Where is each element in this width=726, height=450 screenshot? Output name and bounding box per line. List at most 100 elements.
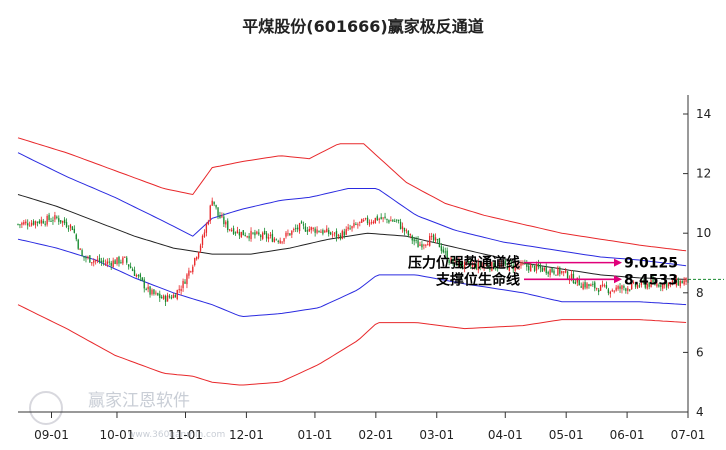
candle-body	[446, 250, 448, 261]
candle-body	[289, 233, 291, 236]
candle-body	[118, 256, 120, 264]
candle-body	[300, 221, 303, 224]
y-tick-label: 4	[696, 405, 704, 419]
annotation-arrow-head	[614, 258, 622, 267]
candle-body	[473, 264, 476, 267]
candle-body	[184, 281, 186, 284]
candle-body	[528, 265, 530, 271]
candle-body	[260, 235, 262, 238]
candle-body	[341, 230, 343, 239]
candle-body	[638, 285, 641, 287]
candle-body	[683, 280, 685, 285]
candle-body	[61, 220, 64, 223]
candle-body	[277, 240, 279, 242]
x-tick-label: 01-01	[297, 428, 332, 442]
candle-body	[89, 255, 91, 263]
candle-body	[96, 259, 99, 261]
y-tick-label: 8	[696, 286, 704, 300]
candle-body	[271, 233, 274, 242]
y-tick-label: 6	[696, 345, 704, 359]
candle-body	[205, 224, 208, 233]
candle-body	[161, 296, 163, 299]
candle-body	[584, 282, 586, 288]
candle-body	[504, 261, 507, 265]
candle-body	[378, 218, 380, 220]
candle-body	[597, 289, 600, 292]
candle-body	[141, 277, 143, 281]
candle-body	[654, 282, 656, 285]
candle-body	[665, 282, 668, 288]
candle-body	[207, 221, 209, 225]
candle-body	[627, 288, 629, 291]
candle-body	[427, 244, 429, 246]
candle-body	[180, 289, 182, 291]
candle-body	[320, 231, 322, 233]
candle-body	[656, 283, 658, 287]
candle-body	[279, 240, 281, 244]
lower-blue-line	[17, 238, 687, 318]
candle-body	[592, 283, 594, 285]
candle-body	[673, 280, 676, 284]
candle-body	[586, 283, 588, 289]
candle-body	[227, 220, 229, 230]
candle-body	[368, 222, 371, 225]
watermark-logo-icon	[29, 391, 63, 425]
candle-body	[462, 265, 464, 268]
candle-body	[240, 231, 243, 238]
candle-body	[613, 290, 615, 292]
candle-body	[646, 283, 648, 289]
candle-body	[337, 234, 340, 236]
candle-body	[229, 229, 231, 231]
candle-body	[67, 228, 70, 230]
candle-body	[110, 262, 112, 266]
candle-body	[188, 270, 190, 276]
candle-body	[178, 289, 180, 291]
candle-body	[34, 221, 37, 226]
candle-body	[625, 288, 627, 291]
candle-body	[514, 264, 516, 271]
candle-body	[149, 286, 151, 295]
candle-body	[120, 262, 122, 264]
candle-body	[83, 256, 85, 258]
candle-body	[512, 264, 514, 270]
candle-body	[658, 284, 660, 287]
candle-body	[65, 222, 68, 228]
candle-body	[671, 280, 674, 283]
candle-body	[357, 224, 359, 226]
candle-body	[197, 251, 200, 258]
candle-body	[155, 292, 157, 294]
candle-body	[372, 221, 375, 224]
candle-body	[463, 262, 466, 269]
candle-body	[364, 218, 367, 220]
candle-body	[269, 234, 272, 236]
y-axis: 4 6 8 10 12 14	[683, 95, 711, 419]
candle-body	[283, 238, 285, 242]
candle-body	[543, 267, 545, 271]
candle-body	[157, 293, 159, 296]
candle-body	[679, 280, 681, 287]
candle-body	[477, 262, 479, 271]
candle-body	[617, 286, 619, 289]
y-tick-label: 14	[696, 107, 711, 121]
candle-body	[27, 223, 29, 226]
candle-body	[407, 231, 410, 236]
candle-body	[285, 232, 287, 237]
upper-blue-line	[17, 152, 687, 267]
candle-body	[498, 264, 501, 268]
candle-body	[124, 256, 126, 258]
candle-body	[401, 226, 404, 230]
candle-body	[429, 235, 431, 246]
candle-body	[623, 285, 625, 288]
candle-body	[328, 230, 330, 234]
candle-body	[38, 221, 41, 224]
x-tick-label: 02-01	[358, 428, 393, 442]
candle-body	[256, 231, 258, 234]
candle-body	[273, 238, 276, 242]
candle-body	[487, 266, 489, 268]
candle-body	[409, 233, 411, 236]
candle-body	[63, 219, 66, 224]
candle-body	[182, 280, 184, 289]
candle-body	[248, 235, 250, 239]
candle-body	[456, 258, 458, 266]
candle-body	[91, 262, 93, 264]
